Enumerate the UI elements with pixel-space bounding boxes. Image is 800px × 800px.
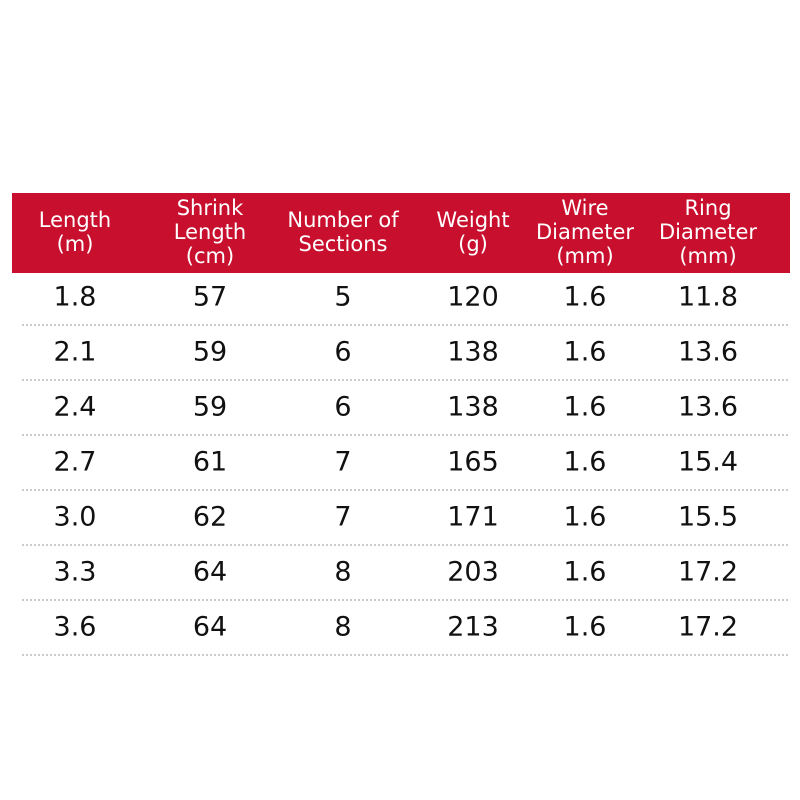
cell-text: 8	[334, 612, 351, 643]
cell-text: 15.4	[678, 447, 738, 478]
header-text: (g)	[458, 232, 488, 256]
cell-text: 138	[447, 337, 499, 368]
cell-text: 11.8	[678, 282, 738, 313]
cell-text: 61	[193, 447, 227, 478]
cell-text: 6	[334, 337, 351, 368]
cell-text: 13.6	[678, 392, 738, 423]
cell-text: 7	[334, 502, 351, 533]
header-band	[12, 193, 790, 273]
cell-text: 62	[193, 502, 227, 533]
cell-text: 57	[193, 282, 227, 313]
cell-text: 165	[447, 447, 499, 478]
cell-text: 5	[334, 282, 351, 313]
cell-text: 213	[447, 612, 499, 643]
header-text: (cm)	[186, 244, 234, 268]
cell-text: 2.1	[54, 337, 97, 368]
cell-text: 1.8	[54, 282, 97, 313]
cell-text: 120	[447, 282, 499, 313]
header-text: Number of	[287, 208, 399, 232]
cell-text: 1.6	[564, 337, 607, 368]
header-text: Weight	[436, 208, 509, 232]
cell-text: 64	[193, 557, 227, 588]
cell-text: 8	[334, 557, 351, 588]
header-text: (mm)	[679, 244, 736, 268]
cell-text: 6	[334, 392, 351, 423]
header-text: Sections	[299, 232, 388, 256]
header-text: Length	[174, 220, 246, 244]
header-text: Diameter	[659, 220, 757, 244]
cell-text: 1.6	[564, 502, 607, 533]
cell-text: 3.0	[54, 502, 97, 533]
header-text: Diameter	[536, 220, 634, 244]
cell-text: 1.6	[564, 282, 607, 313]
cell-text: 64	[193, 612, 227, 643]
cell-text: 1.6	[564, 612, 607, 643]
cell-text: 59	[193, 392, 227, 423]
header-text: Length	[39, 208, 111, 232]
header-text: Wire	[561, 196, 608, 220]
header-text: Ring	[684, 196, 731, 220]
cell-text: 171	[447, 502, 499, 533]
header-text: Shrink	[177, 196, 244, 220]
cell-text: 17.2	[678, 612, 738, 643]
cell-text: 2.4	[54, 392, 97, 423]
cell-text: 1.6	[564, 557, 607, 588]
cell-text: 1.6	[564, 392, 607, 423]
cell-text: 13.6	[678, 337, 738, 368]
cell-text: 2.7	[54, 447, 97, 478]
cell-text: 1.6	[564, 447, 607, 478]
cell-text: 3.6	[54, 612, 97, 643]
cell-text: 7	[334, 447, 351, 478]
cell-text: 138	[447, 392, 499, 423]
cell-text: 59	[193, 337, 227, 368]
header-text: (mm)	[556, 244, 613, 268]
cell-text: 17.2	[678, 557, 738, 588]
cell-text: 3.3	[54, 557, 97, 588]
header-text: (m)	[57, 232, 94, 256]
cell-text: 203	[447, 557, 499, 588]
cell-text: 15.5	[678, 502, 738, 533]
